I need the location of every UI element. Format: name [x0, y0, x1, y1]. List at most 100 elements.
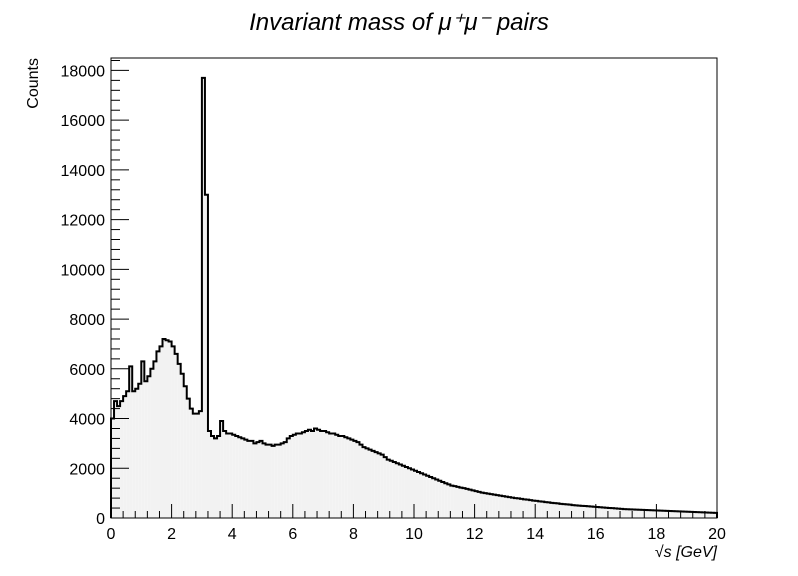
histogram-bin [589, 506, 593, 518]
x-axis-title: √s [GeV] [655, 544, 718, 561]
histogram-bin [286, 438, 290, 518]
histogram-bin [183, 386, 187, 518]
histogram-bin [683, 511, 687, 518]
histogram-bin [214, 438, 218, 518]
histogram-bin [344, 437, 348, 518]
histogram-bin [407, 468, 411, 518]
histogram-bin [456, 486, 460, 518]
histogram-bin [523, 499, 527, 518]
histogram-bin [153, 361, 157, 518]
histogram-bin [320, 430, 324, 518]
histogram-bin [556, 503, 560, 518]
histogram-bin [198, 411, 202, 518]
histogram-bin [323, 430, 327, 518]
histogram-bin [262, 443, 266, 518]
histogram-bin [474, 491, 478, 518]
histogram-bin [156, 351, 160, 518]
chart-title: Invariant mass of μ⁺μ⁻ pairs [249, 9, 549, 36]
histogram-bin [123, 396, 127, 518]
x-tick-label: 14 [526, 526, 544, 543]
histogram-bin [368, 449, 372, 518]
histogram-bin [220, 421, 224, 518]
histogram-bin [623, 509, 627, 518]
y-tick-label: 2000 [69, 461, 105, 478]
histogram-bin [177, 363, 181, 518]
histogram-bin [553, 503, 557, 518]
histogram-bin [477, 491, 481, 518]
histogram-bin [629, 509, 633, 518]
histogram-bin [632, 509, 636, 518]
histogram-bin [656, 510, 660, 518]
histogram-bin [332, 433, 336, 518]
histogram-bin [414, 470, 418, 518]
histogram-bin [401, 465, 405, 518]
histogram-bin [289, 435, 293, 518]
histogram-bin [310, 430, 315, 518]
histogram-bin [444, 483, 448, 518]
histogram-bin [356, 442, 360, 518]
histogram-bin [604, 507, 608, 518]
histogram-bin [692, 512, 696, 518]
histogram-bin [535, 500, 539, 518]
histogram-bin [250, 440, 254, 518]
histogram-bin [465, 488, 469, 518]
histogram-bin [268, 444, 272, 518]
histogram-bin [162, 338, 166, 518]
histogram-bin [150, 368, 154, 518]
histogram-bin [280, 443, 284, 518]
histogram-bin [295, 433, 299, 518]
histogram-bin [226, 433, 230, 518]
histogram-bin [559, 503, 563, 518]
y-axis-title: Counts [25, 58, 42, 109]
histogram-bin [701, 512, 705, 518]
histogram-bin [120, 401, 124, 518]
histogram-bin [592, 506, 596, 518]
histogram-bin [241, 438, 245, 518]
histogram-bin [647, 510, 651, 518]
histogram-bin [650, 510, 654, 518]
x-tick-label: 10 [405, 526, 423, 543]
histogram-bin [235, 435, 239, 518]
histogram-bin [541, 501, 545, 518]
histogram-bin [247, 440, 251, 518]
histogram-bin [359, 444, 363, 518]
histogram-bin [450, 485, 454, 518]
y-tick-label: 10000 [61, 262, 106, 279]
histogram-bin [189, 408, 193, 518]
histogram-bin [377, 453, 381, 518]
histogram-bin [253, 443, 257, 518]
histogram-bin [617, 508, 621, 518]
histogram-bin [389, 460, 393, 518]
histogram-bin [256, 442, 260, 518]
x-tick-label: 8 [349, 526, 358, 543]
histogram-bin [568, 504, 572, 518]
histogram-bin [144, 381, 148, 518]
histogram-bin [662, 510, 666, 518]
histogram-bin [259, 440, 263, 518]
histogram-bin [495, 495, 499, 518]
histogram-bin [201, 77, 205, 518]
histogram-bin [638, 509, 642, 518]
histogram-bin [114, 401, 118, 518]
histogram-bin [686, 511, 690, 518]
axes: 0 2 4 6 8 10 12 14 16 18 20 0 2000 4000 6000 8000 10000 1… [61, 57, 726, 543]
histogram-bin [283, 442, 287, 518]
y-tick-label: 6000 [69, 362, 105, 379]
histogram-bin [217, 435, 221, 518]
histogram-bin [471, 490, 475, 518]
histogram-bin [271, 445, 275, 518]
histogram-bin [350, 439, 354, 518]
histogram-bin [574, 505, 578, 518]
histogram-bin [577, 505, 581, 518]
histogram-bin [426, 475, 430, 518]
histogram-bin [174, 353, 178, 518]
histogram-bin [392, 462, 396, 518]
histogram-bin [653, 510, 657, 518]
histogram-outline [110, 76, 718, 518]
histogram-bin [447, 484, 451, 518]
histogram-bin [538, 501, 542, 518]
y-tick-label: 8000 [69, 312, 105, 329]
x-tick-label: 12 [466, 526, 484, 543]
histogram-bin [380, 454, 384, 518]
histogram-bin [583, 506, 587, 518]
